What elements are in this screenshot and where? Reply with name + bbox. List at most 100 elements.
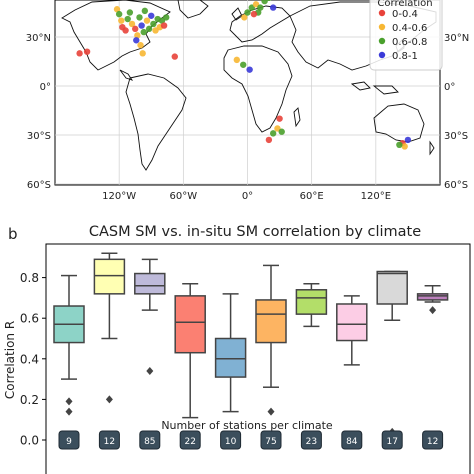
box-iqr [255, 299, 287, 344]
box-group [255, 264, 287, 416]
count-badge-label: 23 [306, 437, 317, 447]
boxplot-panel: b CASM SM vs. in-situ SM correlation by … [3, 224, 471, 474]
station-marker [233, 56, 241, 64]
station-marker [276, 115, 283, 122]
y-tick-label: 0.2 [20, 393, 39, 407]
map-y-tick: 0° [40, 82, 51, 93]
count-badge: 75 [260, 430, 282, 450]
station-marker [122, 27, 129, 34]
count-badge: 84 [341, 430, 363, 450]
count-badge-label: 12 [104, 437, 115, 447]
station-marker [133, 37, 140, 44]
outlier-marker [65, 407, 73, 416]
station-marker [83, 48, 91, 55]
count-badge-box [300, 430, 322, 450]
station-marker [250, 10, 258, 18]
station-marker [163, 14, 170, 21]
box-iqr [416, 293, 449, 301]
y-tick-label: 0.4 [20, 352, 39, 366]
station-marker [240, 61, 247, 68]
legend-entry: 0.8-1 [392, 51, 418, 62]
outlier-marker [105, 395, 113, 404]
count-badge-box [260, 430, 282, 450]
box-iqr [174, 295, 206, 354]
station-marker [134, 32, 141, 39]
y-axis-label: Correlation R [3, 321, 17, 399]
station-marker [141, 7, 149, 15]
count-badges: 9 12 85 22 10 75 23 84 17 12 [58, 430, 444, 450]
station-marker [269, 130, 277, 137]
y-tick-label: 0.0 [20, 434, 39, 448]
station-marker [137, 41, 144, 49]
box-group [416, 284, 449, 315]
box-group [295, 282, 328, 328]
y-tick-labels: 0.0 0.2 0.4 0.6 0.8 [20, 271, 46, 448]
map-x-tick: 120°E [361, 191, 391, 202]
count-badge: 10 [220, 430, 242, 450]
map-x-tick: 60°E [300, 191, 324, 202]
count-badge-label: 9 [66, 437, 72, 447]
count-badge-label: 17 [386, 437, 397, 447]
station-marker [244, 9, 251, 16]
station-marker [118, 17, 125, 24]
station-marker [148, 12, 155, 19]
box-group [93, 252, 126, 404]
station-marker [404, 136, 412, 144]
count-badge: 85 [139, 430, 161, 450]
map-legend: Correlation 0-0.4 0.4-0.6 0.6-0.8 0.8-1 [369, 0, 443, 71]
outlier-marker [429, 306, 437, 315]
station-marker [113, 6, 121, 13]
y-tick-label: 0.8 [20, 271, 39, 285]
station-marker [265, 136, 273, 144]
count-badge-box [341, 430, 363, 450]
count-badge-box [422, 430, 444, 450]
map-x-tick: 0° [242, 191, 253, 202]
boxes [53, 252, 449, 436]
box-group [336, 295, 368, 366]
outlier-marker [267, 407, 275, 416]
legend-marker [378, 37, 386, 45]
box-iqr [134, 272, 166, 295]
count-badge-box [179, 430, 201, 450]
station-marker [241, 14, 248, 21]
map-y-tick-right: 30°N [444, 33, 469, 44]
station-marker [124, 15, 131, 23]
station-marker [76, 50, 83, 57]
map-x-tick: 120°W [102, 191, 136, 202]
count-badge: 12 [98, 430, 120, 450]
box-group [53, 274, 85, 416]
station-marker [160, 22, 168, 29]
box-iqr [336, 303, 368, 342]
box-iqr [295, 289, 328, 315]
station-marker [139, 50, 146, 57]
station-marker [266, 0, 272, 1]
count-badge-box [220, 430, 242, 450]
count-badge-label: 85 [144, 437, 155, 447]
box-group [376, 270, 408, 436]
count-badge-label: 10 [225, 437, 237, 447]
box-iqr [93, 258, 126, 295]
station-marker [132, 25, 139, 33]
legend-marker [378, 51, 386, 59]
count-badge-label: 12 [427, 437, 438, 447]
count-badge-label: 22 [184, 437, 195, 447]
station-marker [261, 0, 268, 5]
count-badge-box [98, 430, 120, 450]
count-badge-box [58, 430, 80, 450]
map-y-tick: 60°S [27, 180, 51, 191]
plot-frame [45, 243, 471, 474]
map-x-tick: 60°W [170, 191, 198, 202]
box-group [174, 282, 206, 419]
station-marker [145, 25, 153, 33]
box-iqr [214, 337, 247, 378]
count-badge-label: 84 [346, 437, 358, 447]
count-badge-box [139, 430, 161, 450]
box-group [214, 293, 247, 413]
count-badge-label: 75 [265, 437, 276, 447]
map-y-tick-right: 60°S [444, 180, 468, 191]
count-badge: 23 [300, 430, 322, 450]
count-badge: 12 [422, 430, 444, 450]
map-y-tick-right: 30°S [444, 131, 468, 142]
count-badge-box [381, 430, 403, 450]
station-marker [143, 17, 151, 24]
